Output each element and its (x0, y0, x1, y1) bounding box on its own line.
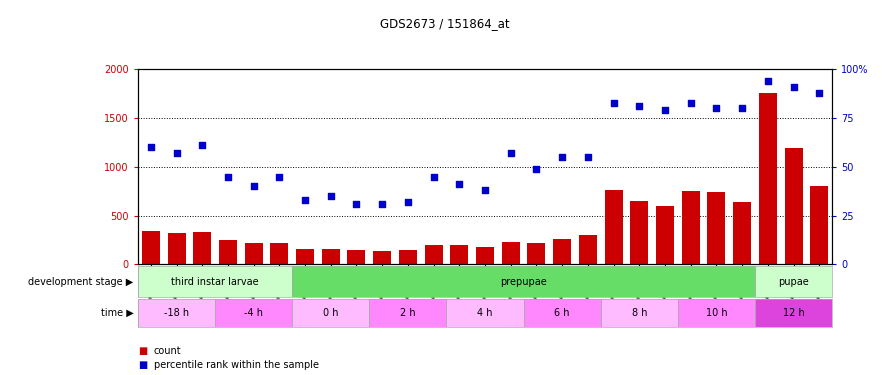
Bar (425, 245, 442, 264)
Point (247, 183, 261, 189)
Point (632, 104, 646, 110)
Bar (759, 93, 777, 264)
Point (350, 201, 364, 207)
Bar (656, 206, 674, 264)
Bar (502, 242, 520, 264)
Bar (271, 243, 288, 264)
Bar (755, 299, 832, 327)
Bar (785, 148, 803, 264)
Text: 4 h: 4 h (477, 308, 493, 318)
Bar (810, 186, 829, 264)
Bar (630, 201, 648, 264)
Text: ■: ■ (138, 360, 147, 370)
Text: GDS2673 / 151864_at: GDS2673 / 151864_at (380, 17, 510, 30)
Bar (708, 192, 725, 264)
Point (426, 174, 441, 180)
Text: -4 h: -4 h (244, 308, 263, 318)
Bar (450, 245, 468, 264)
Point (400, 199, 415, 205)
Bar (292, 266, 755, 297)
Text: development stage ▶: development stage ▶ (28, 277, 134, 286)
Bar (369, 299, 447, 327)
Point (143, 144, 158, 150)
Text: -18 h: -18 h (164, 308, 189, 318)
Point (709, 105, 724, 111)
Point (375, 201, 389, 207)
Bar (215, 299, 292, 327)
Bar (296, 249, 314, 264)
Point (324, 193, 338, 199)
Point (504, 150, 518, 156)
Bar (678, 299, 755, 327)
Text: 2 h: 2 h (400, 308, 416, 318)
Bar (399, 250, 417, 264)
Bar (578, 235, 597, 264)
Text: 6 h: 6 h (554, 308, 570, 318)
Bar (755, 266, 832, 297)
Point (298, 197, 312, 203)
Point (606, 99, 620, 105)
Bar (604, 190, 623, 264)
Bar (523, 299, 601, 327)
Bar (219, 240, 237, 264)
Bar (682, 191, 700, 264)
Point (555, 154, 570, 160)
Bar (292, 299, 369, 327)
Point (478, 187, 492, 193)
Bar (322, 249, 340, 264)
Point (787, 84, 801, 90)
Text: count: count (154, 346, 182, 355)
Bar (245, 243, 263, 264)
Bar (193, 232, 211, 264)
Text: third instar larvae: third instar larvae (171, 277, 259, 286)
Point (581, 154, 595, 160)
Text: time ▶: time ▶ (101, 308, 134, 318)
Bar (347, 250, 366, 264)
Bar (373, 251, 392, 264)
Bar (167, 233, 185, 264)
Bar (601, 299, 678, 327)
Text: 10 h: 10 h (706, 308, 727, 318)
Point (169, 150, 183, 156)
Text: 8 h: 8 h (632, 308, 647, 318)
Point (735, 105, 749, 111)
Point (272, 174, 287, 180)
Point (221, 174, 235, 180)
Text: ■: ■ (138, 346, 147, 355)
Bar (138, 266, 292, 297)
Point (530, 166, 544, 172)
Point (452, 182, 466, 188)
Bar (476, 248, 494, 264)
Point (761, 78, 775, 84)
Bar (142, 231, 160, 264)
Text: prepupae: prepupae (500, 277, 547, 286)
Point (813, 90, 827, 96)
Bar (554, 239, 571, 264)
Bar (138, 299, 215, 327)
Text: pupae: pupae (778, 277, 809, 286)
Text: percentile rank within the sample: percentile rank within the sample (154, 360, 319, 370)
Text: 0 h: 0 h (323, 308, 338, 318)
Bar (733, 202, 751, 264)
Text: 12 h: 12 h (782, 308, 805, 318)
Point (658, 107, 672, 113)
Bar (528, 243, 546, 264)
Point (195, 142, 209, 148)
Bar (447, 299, 523, 327)
Point (684, 99, 698, 105)
